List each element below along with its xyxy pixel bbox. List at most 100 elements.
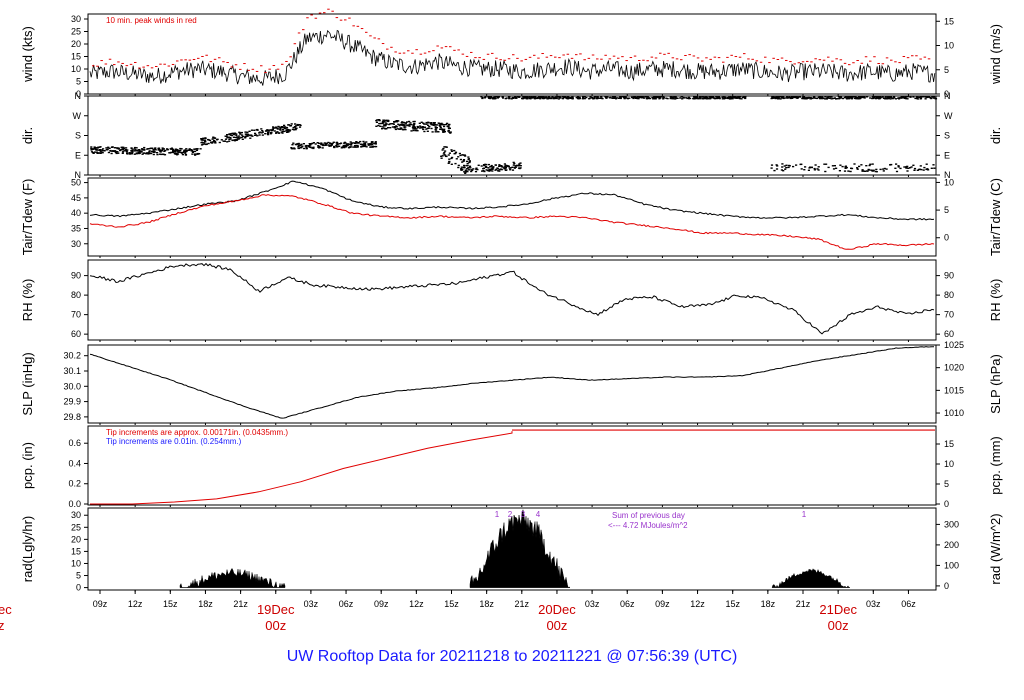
dir-point: [371, 145, 374, 147]
dir-point: [401, 121, 404, 123]
dir-point: [314, 143, 317, 145]
dir-point: [468, 161, 471, 164]
dir-point: [608, 97, 611, 99]
dir-point: [454, 162, 457, 165]
dir-point: [239, 137, 242, 139]
dir-point: [743, 97, 747, 99]
dir-point: [447, 129, 450, 132]
dir-point: [781, 166, 784, 168]
dir-point: [280, 131, 283, 133]
dir-point: [362, 143, 365, 145]
dir-point: [123, 147, 126, 150]
dir-point: [183, 149, 186, 151]
dir-point: [861, 170, 864, 172]
rh-frame: [87, 259, 937, 341]
dir-point: [907, 96, 910, 98]
dir-point: [294, 143, 297, 146]
dir-point: [601, 97, 604, 100]
dir-point: [402, 121, 405, 124]
slp-frame: [87, 344, 937, 424]
dir-point: [96, 147, 99, 149]
dir-point: [430, 124, 433, 126]
dir-point: [732, 96, 735, 98]
dir-point: [336, 146, 339, 148]
dir-point: [439, 123, 442, 126]
dir-point: [831, 97, 835, 100]
dir-point: [850, 98, 853, 100]
dir-point: [600, 96, 603, 98]
xtick-label: 09z: [93, 599, 108, 609]
day-label-date: 19Dec: [257, 602, 295, 617]
dir-point: [375, 121, 378, 123]
dir-point: [114, 147, 117, 149]
dir-point: [904, 96, 907, 99]
dir-point: [645, 96, 648, 98]
dir-point: [845, 166, 848, 169]
dir-point: [379, 125, 382, 127]
dir-point: [699, 97, 702, 100]
dir-point: [387, 120, 390, 122]
dir-point: [446, 122, 449, 125]
dir-point: [542, 96, 545, 98]
dir-point: [193, 148, 196, 150]
dir-point: [131, 151, 134, 153]
dir-point: [518, 163, 521, 165]
dir-point: [550, 97, 553, 99]
dir-point: [734, 97, 738, 99]
dir-point: [817, 166, 820, 168]
dir-point: [340, 142, 343, 144]
dir-point: [140, 148, 144, 150]
rh-ytick-right-label: 70: [944, 310, 954, 320]
dir-point: [502, 97, 505, 99]
dir-point: [463, 154, 466, 157]
rad-ytick-right-label: 200: [944, 540, 959, 550]
dir-point: [352, 142, 355, 144]
dir-point: [228, 138, 231, 140]
dir-point: [619, 97, 622, 99]
dir-point: [772, 97, 775, 99]
dir-point: [931, 96, 934, 98]
dir-point: [547, 96, 550, 99]
dir-point: [544, 97, 547, 99]
dir-point: [400, 127, 403, 129]
dir-point: [884, 96, 887, 98]
dir-point: [233, 132, 237, 134]
dir-point: [599, 97, 602, 99]
dir-point: [563, 96, 566, 98]
dir-point: [275, 127, 278, 129]
dir-point: [413, 122, 416, 125]
dir-point: [554, 96, 557, 98]
dir-point: [844, 96, 847, 98]
dir-point: [674, 96, 677, 98]
wind-ytick-label: 30: [71, 14, 81, 24]
dir-point: [868, 164, 871, 167]
dir-point: [414, 129, 417, 132]
dir-point: [466, 164, 469, 167]
dir-point: [912, 164, 915, 166]
dir-point: [152, 153, 155, 156]
wind-ytick-right-label: 0: [944, 89, 949, 99]
dir-point: [916, 96, 919, 98]
rad-ytick-right-label: 300: [944, 519, 959, 529]
dir-point: [670, 97, 673, 99]
dir-point: [828, 97, 831, 99]
dir-point: [153, 151, 156, 153]
dir-point: [430, 127, 433, 130]
dir-point: [457, 166, 460, 169]
dir-point: [99, 146, 102, 148]
dir-point: [374, 142, 377, 144]
dir-point: [383, 125, 386, 127]
dir-point: [810, 97, 813, 99]
dir-point: [531, 97, 534, 99]
dir-point: [312, 142, 315, 144]
dir-point: [859, 96, 862, 98]
dir-point: [492, 166, 495, 168]
dir-point: [147, 152, 150, 154]
dir-point: [279, 129, 282, 131]
dir-point: [825, 163, 828, 165]
dir-point: [343, 142, 346, 144]
dir-point: [354, 146, 357, 148]
dir-point: [248, 130, 251, 132]
dir-point: [718, 97, 721, 99]
dir-point: [423, 123, 426, 125]
